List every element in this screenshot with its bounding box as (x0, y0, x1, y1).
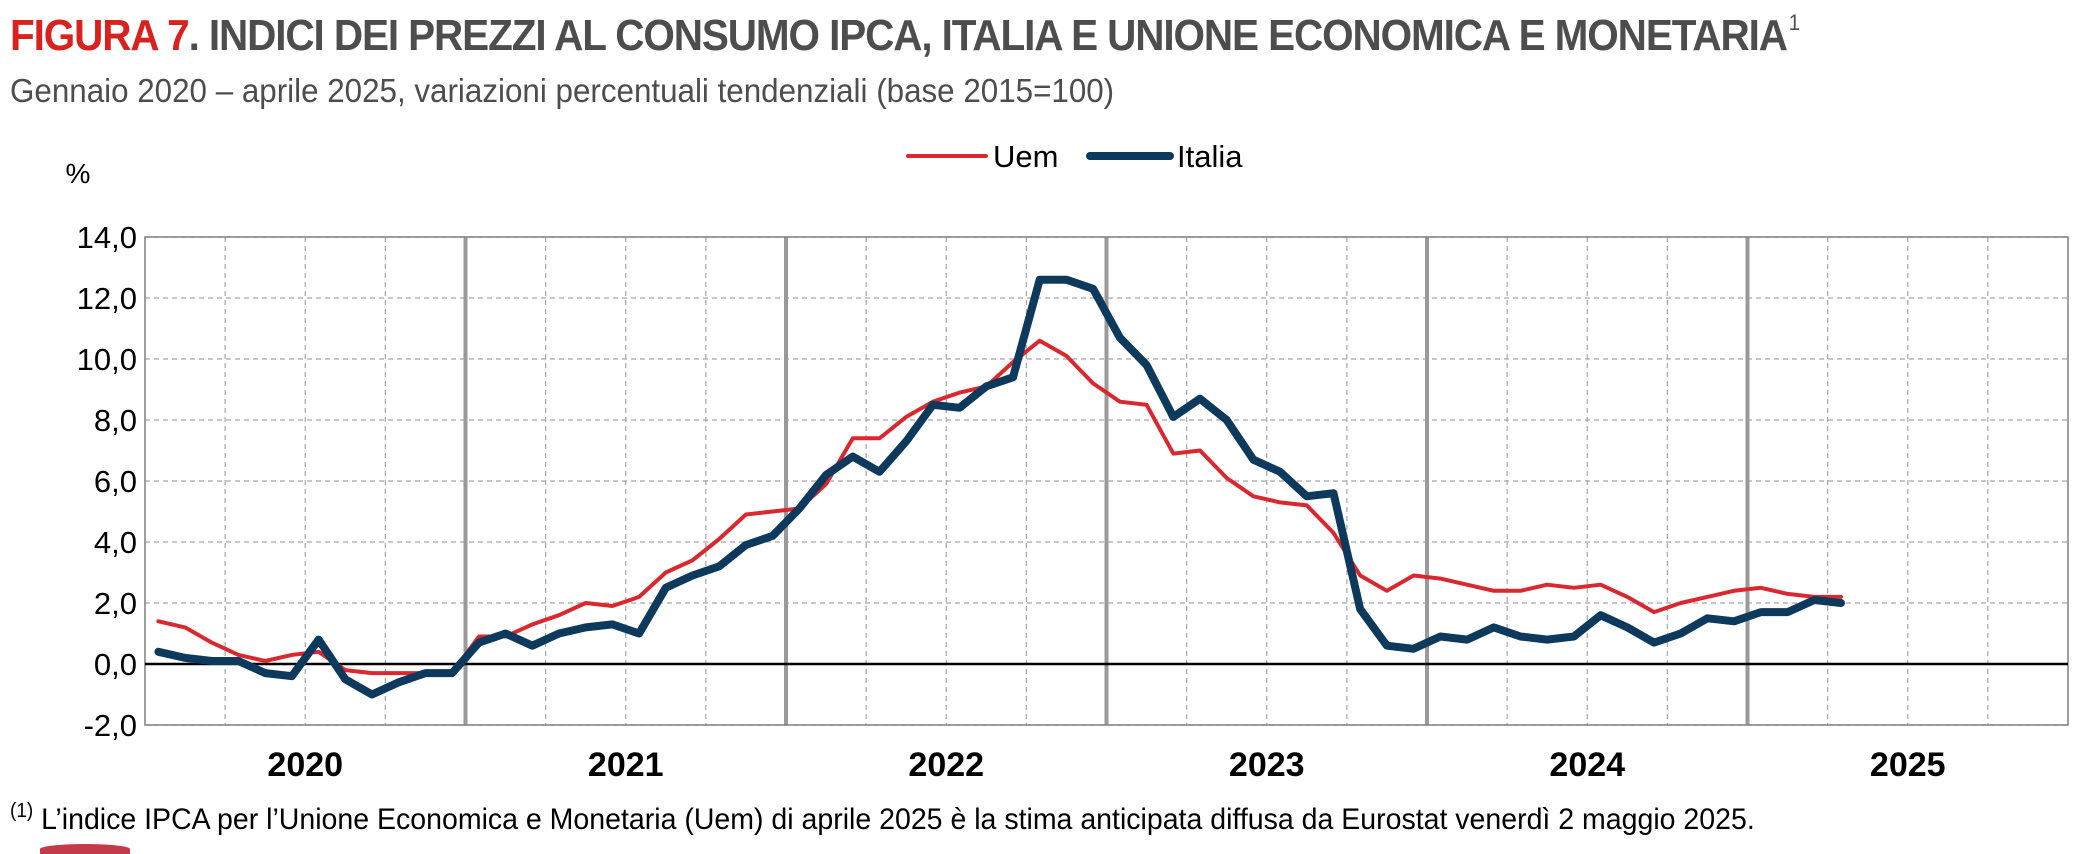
y-tick-label: 6,0 (94, 464, 137, 499)
x-tick-label: 2021 (588, 746, 664, 784)
chart-title-text: . INDICI DEI PREZZI AL CONSUMO IPCA, ITA… (188, 11, 1788, 60)
decorative-mark (40, 844, 130, 854)
chart: -2,0 0,0 2,0 4,0 6,0 8,0 10,0 12,0 14,0% 2020 2021… (66, 139, 2069, 784)
x-tick-label: 2020 (267, 746, 343, 784)
x-tick-label: 2025 (1870, 746, 1946, 784)
y-tick-label: 12,0 (77, 281, 137, 316)
title-footnote-ref: 1 (1788, 10, 1800, 35)
footnote-text: L’indice IPCA per l’Unione Economica e M… (33, 803, 1755, 836)
y-tick-label: 2,0 (94, 586, 137, 621)
legend-label-uem: Uem (993, 139, 1058, 174)
legend: Uem Italia (906, 139, 1243, 174)
x-tick-label: 2022 (908, 746, 984, 784)
legend-label-italia: Italia (1177, 139, 1243, 174)
y-tick-label: 4,0 (94, 525, 137, 560)
chart-title: FIGURA 7. INDICI DEI PREZZI AL CONSUMO I… (10, 10, 1800, 61)
footnote-marker: (1) (10, 800, 34, 822)
x-tick-label: 2023 (1229, 746, 1305, 784)
chart-subtitle: Gennaio 2020 – aprile 2025, variazioni p… (10, 72, 1115, 109)
y-axis-label: % (66, 158, 91, 189)
y-tick-label: 0,0 (94, 647, 137, 682)
series-line-italia (154, 275, 1845, 699)
y-tick-label: 14,0 (77, 220, 137, 255)
y-tick-label: -2,0 (84, 708, 137, 743)
footnote: (1) L’indice IPCA per l’Unione Economica… (10, 800, 1755, 837)
x-tick-label: 2024 (1549, 746, 1625, 784)
y-tick-label: 10,0 (77, 342, 137, 377)
figure-label: FIGURA 7 (10, 11, 190, 60)
plot-area (144, 236, 2069, 726)
y-tick-label: 8,0 (94, 403, 137, 438)
